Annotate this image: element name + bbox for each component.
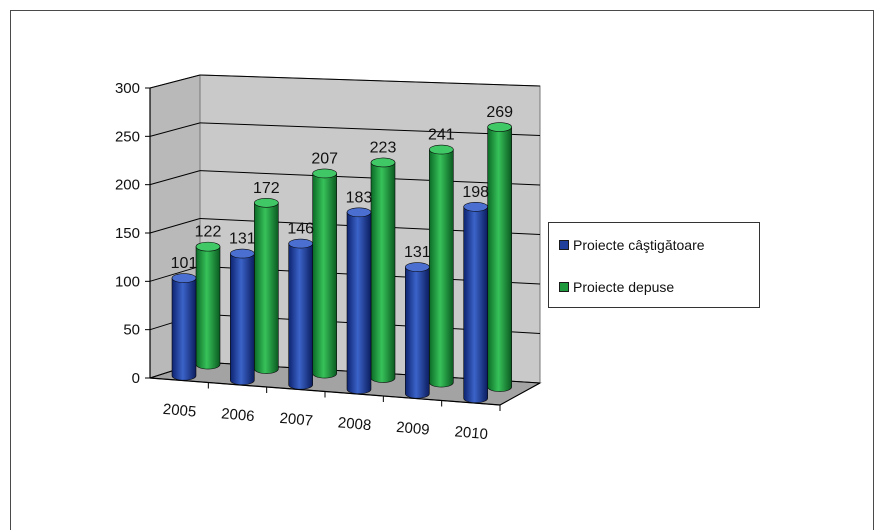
bar-top <box>487 122 512 132</box>
x-tick-label: 2006 <box>221 405 256 425</box>
x-tick-label: 2008 <box>337 414 372 434</box>
bar <box>195 246 221 370</box>
data-label: 131 <box>404 244 431 261</box>
gridline-side <box>149 74 201 89</box>
chart-legend: Proiecte câştigătoare Proiecte depuse <box>548 222 760 308</box>
x-tick-label: 2010 <box>454 423 489 443</box>
floor-edge <box>499 382 541 406</box>
bar-top <box>312 168 337 179</box>
y-tick-label: 250 <box>115 128 140 145</box>
bar-top <box>429 144 454 155</box>
bar <box>487 126 512 392</box>
gridline <box>199 74 541 87</box>
y-tick-label: 100 <box>115 273 140 290</box>
bar <box>370 162 396 383</box>
data-label: 101 <box>171 255 198 272</box>
data-label: 131 <box>229 231 256 248</box>
bar <box>346 211 372 394</box>
bar-top <box>405 262 430 272</box>
gridline-side <box>149 218 201 234</box>
bar-top <box>370 157 396 168</box>
bar-top <box>171 273 197 283</box>
bar <box>171 277 197 381</box>
bar <box>405 266 430 399</box>
y-tick-label: 50 <box>123 322 140 339</box>
bar-top <box>254 197 279 208</box>
y-tick-label: 200 <box>115 177 140 194</box>
bar <box>429 149 454 388</box>
data-label: 146 <box>287 221 314 238</box>
bar-top <box>288 238 313 249</box>
y-tick-label: 150 <box>115 225 140 242</box>
data-label: 207 <box>311 150 338 167</box>
data-label: 241 <box>428 127 455 144</box>
bar <box>312 173 337 379</box>
data-label: 269 <box>486 104 513 121</box>
bar-top <box>346 207 372 218</box>
legend-item-proiecte-castigatoare: Proiecte câştigătoare <box>559 237 705 253</box>
bar <box>288 243 313 390</box>
gridline-side <box>149 265 201 282</box>
x-tick-label: 2007 <box>279 410 314 430</box>
bar <box>230 253 255 385</box>
data-label: 183 <box>346 189 373 206</box>
x-tick-label: 2005 <box>162 401 197 421</box>
legend-item-proiecte-depuse: Proiecte depuse <box>559 279 674 295</box>
y-tick-label: 300 <box>115 80 140 97</box>
gridline-side <box>149 122 201 137</box>
gridline-side <box>149 170 201 186</box>
data-label: 122 <box>195 224 222 241</box>
bar-top <box>195 241 221 252</box>
data-label: 172 <box>253 180 280 197</box>
legend-swatch-green <box>559 282 569 292</box>
data-label: 198 <box>462 184 489 201</box>
bar-top <box>463 201 488 212</box>
data-label: 223 <box>370 139 397 156</box>
gridline <box>199 170 541 186</box>
legend-swatch-blue <box>559 240 569 250</box>
bar <box>254 202 279 374</box>
y-tick-label: 0 <box>132 370 140 387</box>
gridline <box>199 122 541 136</box>
x-tick-label: 2009 <box>396 419 431 439</box>
legend-label: Proiecte depuse <box>573 279 675 295</box>
bar-top <box>230 248 255 259</box>
legend-label: Proiecte câştigătoare <box>573 237 705 253</box>
bar <box>463 206 488 403</box>
